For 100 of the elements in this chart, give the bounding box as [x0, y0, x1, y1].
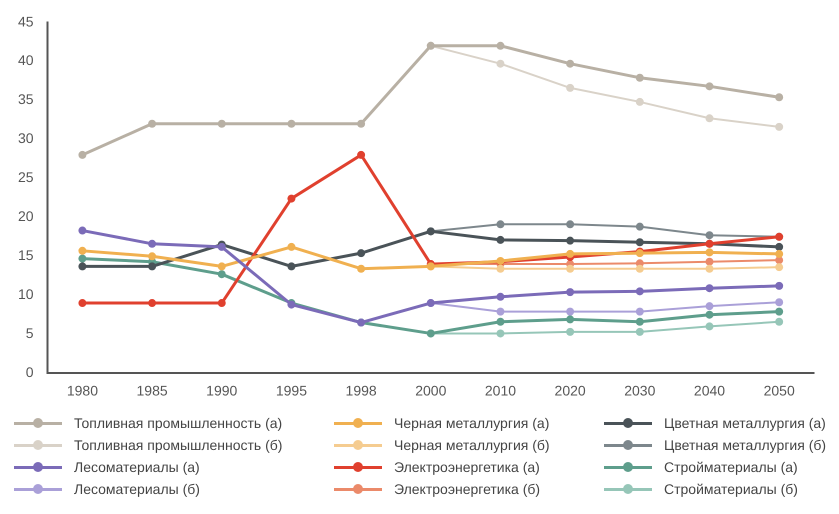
point	[636, 328, 644, 336]
point	[775, 250, 784, 258]
point	[148, 299, 156, 308]
point	[78, 262, 86, 270]
legend-label: Стройматериалы (а)	[664, 459, 798, 475]
point	[78, 226, 86, 235]
point	[496, 329, 504, 338]
point	[78, 254, 86, 263]
point	[636, 238, 644, 246]
point	[148, 252, 156, 260]
y-tick-label: 30	[18, 130, 34, 146]
point	[566, 236, 574, 245]
point	[636, 222, 644, 231]
point	[636, 264, 644, 273]
legend-label: Электроэнергетика (б)	[394, 481, 540, 497]
point	[775, 282, 784, 290]
point	[705, 284, 714, 292]
point	[78, 150, 86, 159]
y-tick-label: 20	[18, 208, 34, 224]
point	[566, 264, 574, 273]
point	[775, 93, 784, 102]
point	[705, 258, 714, 266]
x-tick-label: 2020	[554, 382, 586, 398]
x-tick-label: 1995	[276, 382, 308, 398]
y-tick-label: 35	[18, 91, 34, 108]
point	[357, 120, 366, 128]
point	[496, 42, 504, 50]
legend-label: Черная металлургия (а)	[394, 415, 550, 431]
point	[705, 114, 714, 122]
point	[496, 318, 504, 326]
point	[775, 263, 784, 272]
x-tick-label: 2010	[484, 382, 516, 398]
x-tick-label: 1998	[346, 382, 377, 398]
x-tick-label: 2050	[764, 382, 795, 398]
point	[78, 299, 86, 308]
point	[566, 250, 574, 258]
x-tick-label: 1990	[206, 382, 238, 398]
point	[566, 328, 574, 336]
point	[218, 262, 226, 270]
x-tick-label: 2030	[624, 382, 656, 398]
legend-label: Черная металлургия (б)	[394, 437, 550, 453]
point	[775, 308, 784, 316]
point	[705, 264, 714, 273]
point	[636, 318, 644, 326]
point	[287, 242, 296, 251]
point	[705, 248, 714, 256]
y-tick-label: 40	[18, 52, 34, 68]
legend-label: Топливная промышленность (б)	[74, 437, 282, 453]
point	[775, 242, 784, 251]
point	[287, 194, 296, 203]
point	[148, 240, 156, 248]
point	[775, 298, 784, 306]
legend-label: Электроэнергетика (а)	[394, 459, 540, 475]
point	[705, 310, 714, 319]
point	[496, 236, 504, 244]
point	[357, 150, 366, 159]
x-tick-label: 2040	[694, 382, 726, 398]
y-tick-label: 45	[18, 13, 34, 30]
point	[566, 315, 574, 324]
y-tick-label: 15	[18, 247, 34, 264]
point	[218, 120, 226, 128]
point	[496, 292, 504, 301]
point	[705, 231, 714, 240]
point	[357, 249, 366, 258]
point	[636, 287, 644, 296]
y-tick-label: 25	[18, 169, 34, 186]
legend-label: Стройматериалы (б)	[664, 481, 798, 497]
x-tick-label: 1980	[66, 382, 98, 398]
point	[218, 299, 226, 308]
legend-label: Топливная промышленность (а)	[74, 415, 282, 431]
point	[705, 322, 714, 330]
point	[287, 262, 296, 270]
point	[496, 60, 504, 68]
y-tick-label: 5	[26, 325, 34, 342]
point	[148, 262, 156, 270]
y-tick-label: 10	[18, 286, 34, 302]
legend-label: Цветная металлургия (б)	[664, 437, 826, 453]
point	[566, 60, 574, 68]
point	[218, 270, 226, 278]
point	[705, 82, 714, 90]
point	[78, 246, 86, 255]
point	[636, 74, 644, 82]
point	[496, 220, 504, 228]
legend-label: Лесоматериалы (а)	[74, 459, 200, 475]
point	[775, 318, 784, 326]
point	[148, 120, 156, 128]
point	[566, 288, 574, 296]
x-tick-label: 2000	[415, 382, 447, 398]
point	[636, 308, 644, 316]
point	[775, 122, 784, 131]
point	[566, 220, 574, 228]
point	[287, 120, 296, 128]
point	[705, 302, 714, 310]
point	[566, 84, 574, 92]
y-tick-label: 0	[26, 364, 34, 380]
point	[357, 264, 366, 273]
point	[496, 308, 504, 316]
x-tick-label: 1985	[136, 382, 168, 398]
legend-label: Цветная металлургия (а)	[664, 415, 826, 431]
point	[496, 264, 504, 273]
